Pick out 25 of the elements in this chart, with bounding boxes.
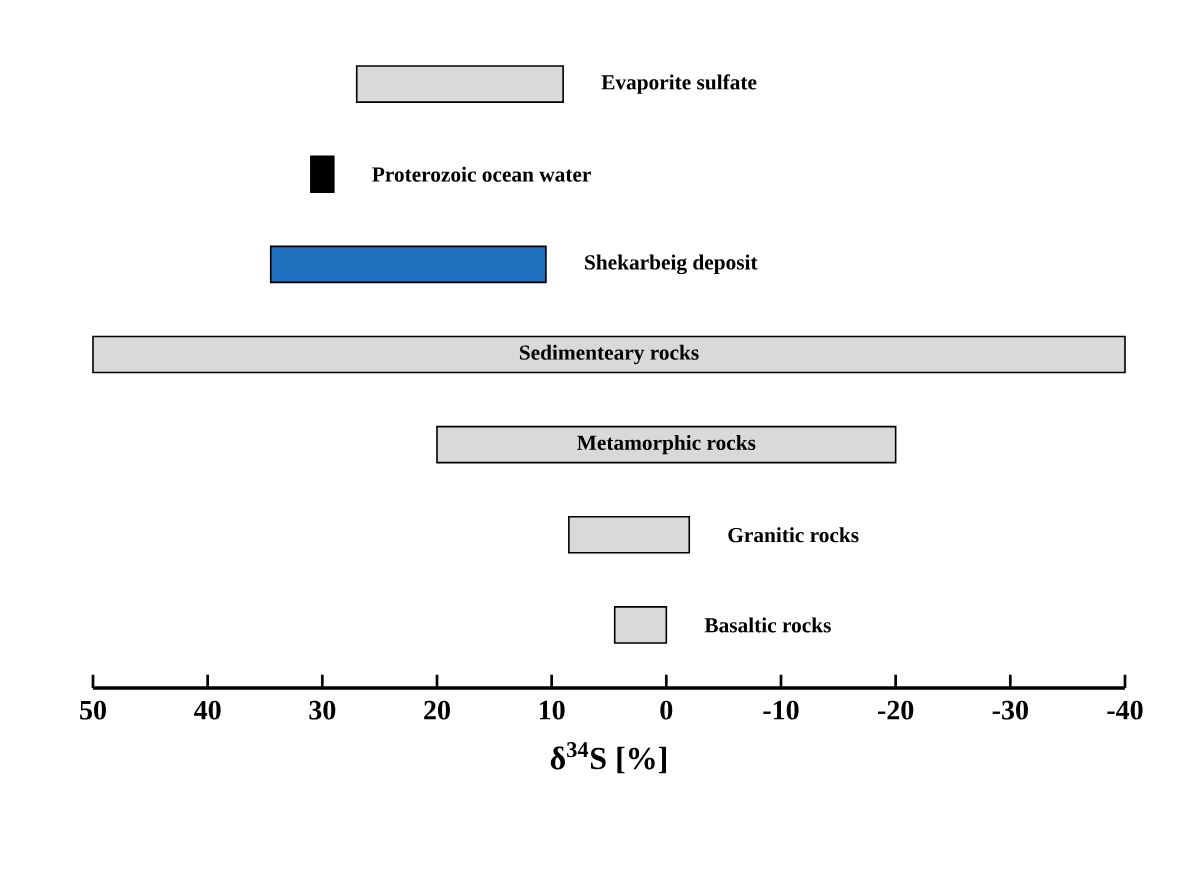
x-tick-label: -20 <box>878 700 914 720</box>
bar <box>613 606 668 644</box>
x-tick-label: 20 <box>424 700 450 720</box>
x-tick-label: 40 <box>194 700 221 720</box>
x-tick-label: 30 <box>309 700 336 720</box>
bar <box>436 425 897 464</box>
bar <box>355 65 564 103</box>
bar <box>269 245 547 284</box>
x-tick-label: -10 <box>763 700 799 720</box>
y-tick-label: Shekarbeig deposit <box>585 254 758 275</box>
x-tick-label: 0 <box>660 700 673 720</box>
x-tick-label: -30 <box>992 700 1028 720</box>
x-tick-label: 50 <box>80 700 106 720</box>
bar <box>92 335 1126 374</box>
x-tick-label: 10 <box>539 700 565 720</box>
y-tick-label: Evaporite sulfate <box>601 74 757 94</box>
y-tick-label: Metamorphic rocks <box>577 434 756 455</box>
x-tick-label: -40 <box>1107 700 1143 720</box>
y-tick-label: Proterozoic ocean water <box>372 166 591 182</box>
y-tick-label: Granitic rocks <box>728 527 859 543</box>
y-tick-label: Sedimenteary rocks <box>519 344 699 365</box>
y-tick-label: Basaltic rocks <box>704 617 831 633</box>
x-axis-title: δ$^{34}$S [%] <box>550 742 666 774</box>
bar <box>568 515 691 554</box>
bar <box>310 155 335 194</box>
